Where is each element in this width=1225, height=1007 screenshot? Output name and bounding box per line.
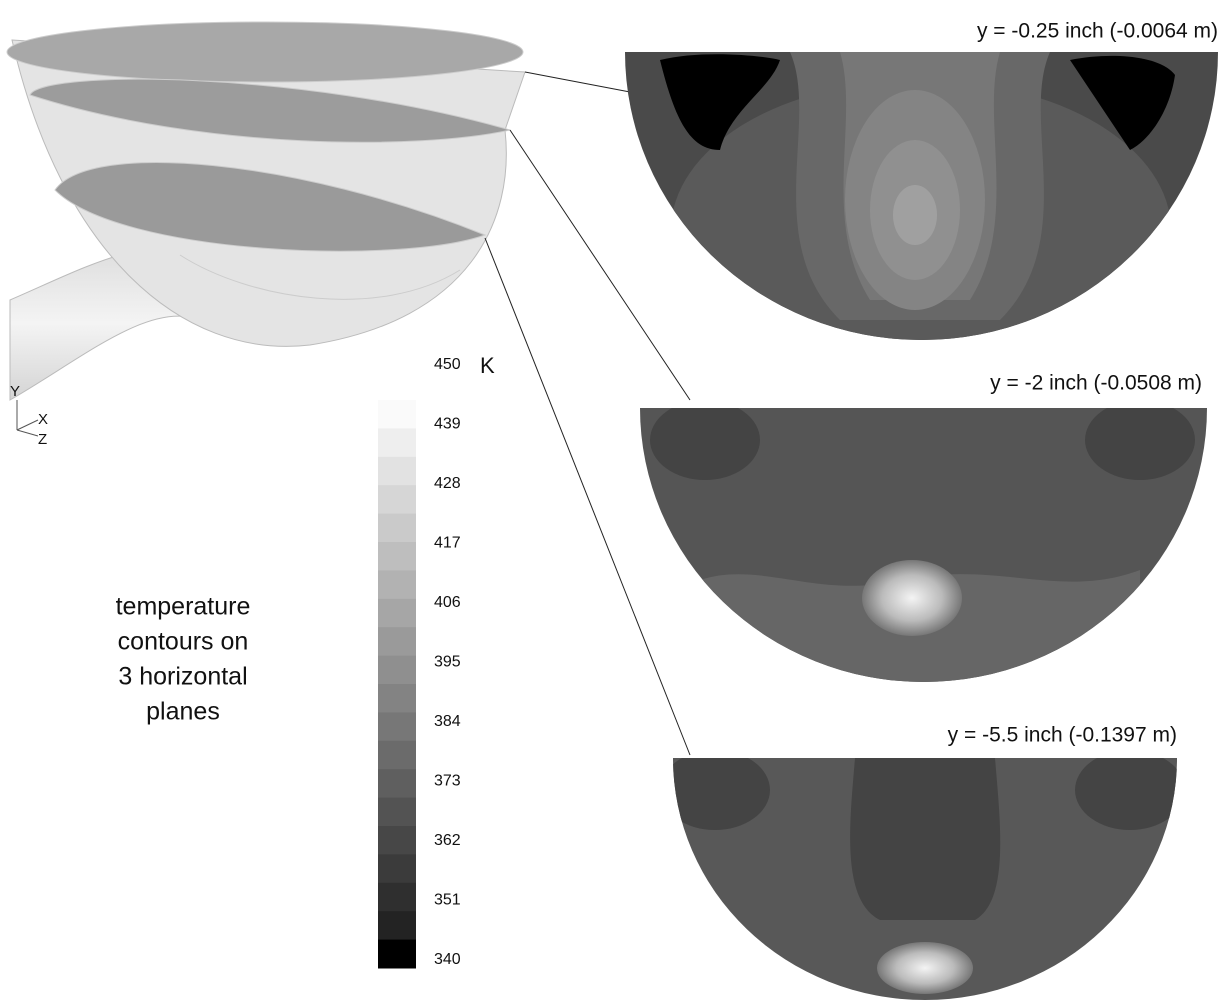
axis-label: Y bbox=[10, 383, 20, 400]
tick-label: 439 bbox=[434, 416, 461, 433]
colorbar-unit: K bbox=[480, 353, 495, 378]
page: Y X Z y = -0.25 inch (-0.0064 m) y = -2 … bbox=[0, 0, 1225, 1002]
plane-title: y = -5.5 inch (-0.1397 m) bbox=[948, 724, 1177, 747]
tick-label: 428 bbox=[434, 475, 461, 492]
colorbar-band bbox=[378, 712, 416, 741]
colorbar-band bbox=[378, 741, 416, 770]
tick-label: 373 bbox=[434, 773, 461, 790]
tick-label: 395 bbox=[434, 654, 461, 671]
tick-label: 417 bbox=[434, 535, 461, 552]
colorbar-band bbox=[378, 798, 416, 827]
contour-plane bbox=[620, 50, 1225, 380]
tick-label: 406 bbox=[434, 594, 461, 611]
colorbar-band bbox=[378, 542, 416, 571]
contour-plane bbox=[635, 400, 1215, 700]
tick-label: 384 bbox=[434, 713, 461, 730]
tick-label: 450 bbox=[434, 356, 461, 373]
colorbar-band bbox=[378, 428, 416, 457]
colorbar-band bbox=[378, 627, 416, 656]
tick-label: 340 bbox=[434, 951, 461, 968]
colorbar-band bbox=[378, 684, 416, 713]
tick-label: 362 bbox=[434, 832, 461, 849]
caption-line: temperature bbox=[116, 593, 251, 621]
caption-line: 3 horizontal bbox=[118, 663, 247, 691]
colorbar-band bbox=[378, 911, 416, 940]
contour-plane bbox=[660, 750, 1185, 1002]
colorbar-band bbox=[378, 485, 416, 514]
caption-line: planes bbox=[146, 698, 220, 726]
colorbar-band bbox=[378, 599, 416, 628]
colorbar-band bbox=[378, 769, 416, 798]
colorbar-band bbox=[378, 457, 416, 486]
colorbar-band bbox=[378, 400, 416, 429]
colorbar-band bbox=[378, 514, 416, 543]
axis-label: Z bbox=[38, 431, 47, 448]
plane-title: y = -2 inch (-0.0508 m) bbox=[990, 372, 1202, 395]
colorbar-band bbox=[378, 883, 416, 912]
axis-triad bbox=[17, 400, 38, 436]
tick-label: 351 bbox=[434, 892, 461, 909]
colorbar-band bbox=[378, 570, 416, 599]
colorbar-band bbox=[378, 854, 416, 883]
colorbar-band bbox=[378, 826, 416, 855]
caption-line: contours on bbox=[118, 628, 249, 656]
colorbar: 450 439 428 417 406 395 384 373 362 351 340 bbox=[378, 356, 461, 968]
colorbar-band bbox=[378, 940, 416, 969]
figure: Y X Z y = -0.25 inch (-0.0064 m) y = -2 … bbox=[0, 0, 1225, 1002]
vessel-3d bbox=[7, 22, 525, 400]
axis-label: X bbox=[38, 411, 48, 428]
plane-title: y = -0.25 inch (-0.0064 m) bbox=[977, 20, 1218, 43]
colorbar-band bbox=[378, 656, 416, 685]
